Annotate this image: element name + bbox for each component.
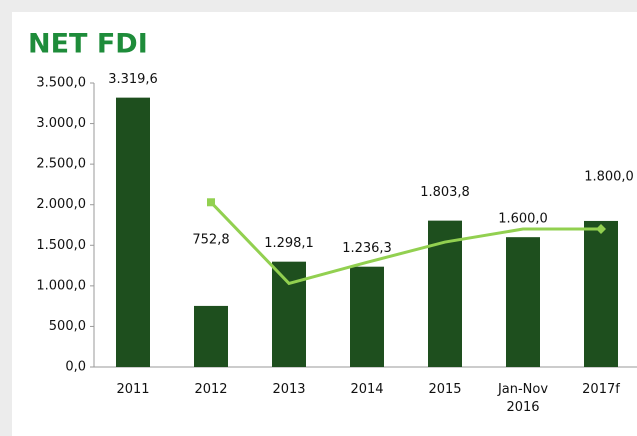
bar xyxy=(194,305,228,367)
data-label: 1.800,0 xyxy=(584,169,634,184)
bar xyxy=(272,261,306,367)
y-tick-label: 500,0 xyxy=(49,319,86,334)
y-tick-label: 0,0 xyxy=(65,360,86,375)
line xyxy=(209,201,601,286)
data-label: 1.298,1 xyxy=(264,236,314,251)
y-tick-label: 2.000,0 xyxy=(36,197,86,212)
x-tick-label: 2013 xyxy=(272,382,306,397)
y-tick-label: 2.500,0 xyxy=(36,157,86,172)
x-tick-label: 2012 xyxy=(194,382,228,397)
line-marker xyxy=(596,224,606,235)
x-tick-label: Jan-Nov 2016 xyxy=(497,382,549,415)
x-tick-label: 2015 xyxy=(428,382,462,397)
data-label: 752,8 xyxy=(192,232,229,247)
bar xyxy=(506,237,540,367)
data-label: 1.600,0 xyxy=(498,212,548,227)
y-tick-label: 3.000,0 xyxy=(36,116,86,131)
y-tick-label: 1.000,0 xyxy=(36,278,86,293)
x-tick-label: 2014 xyxy=(350,382,384,397)
chart-title: NET FDI xyxy=(28,29,148,60)
x-tick-label: 2011 xyxy=(116,382,150,397)
data-label: 1.803,8 xyxy=(420,185,470,200)
line-marker xyxy=(207,198,215,207)
y-tick-label: 3.500,0 xyxy=(36,76,86,91)
bar xyxy=(350,266,384,367)
data-label: 3.319,6 xyxy=(108,72,158,87)
data-label: 1.236,3 xyxy=(342,241,392,256)
bar xyxy=(116,97,150,367)
x-tick-label: 2017f xyxy=(582,382,620,397)
y-tick-label: 1.500,0 xyxy=(36,238,86,253)
bar xyxy=(584,220,618,367)
